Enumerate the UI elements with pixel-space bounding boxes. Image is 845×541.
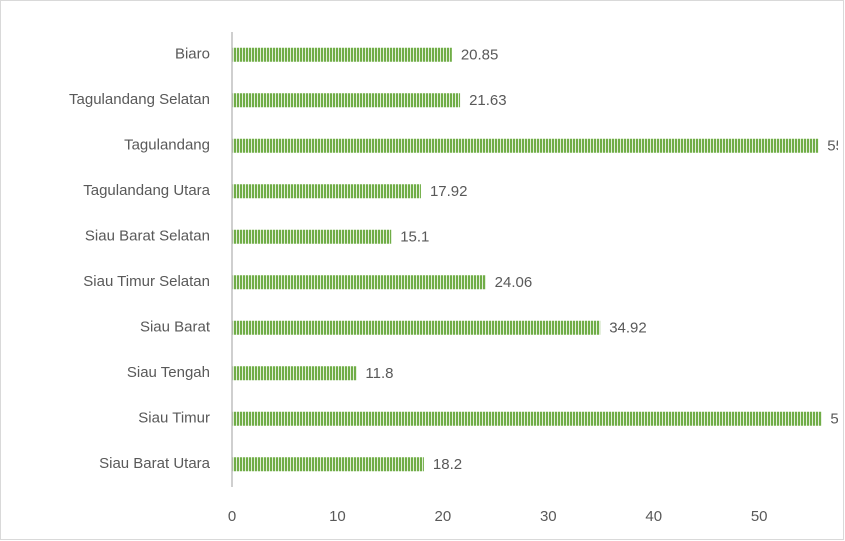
y-tick-label: Siau Barat Selatan [85, 228, 210, 245]
data-label: 21.63 [469, 92, 507, 109]
bar [232, 275, 486, 290]
y-tick-label: Siau Tengah [127, 364, 210, 381]
y-tick-label: Biaro [175, 46, 210, 63]
data-label: 34.92 [609, 320, 647, 337]
data-label: 55.6 [827, 138, 845, 155]
bar [232, 93, 461, 108]
y-tick-label: Tagulandang Utara [83, 182, 210, 199]
bar [232, 366, 357, 381]
data-label: 15.1 [400, 229, 429, 246]
bar [232, 184, 421, 199]
bar [232, 457, 424, 472]
data-label: 18.2 [433, 456, 462, 473]
data-label: 11.8 [365, 365, 393, 382]
data-label: 24.06 [495, 274, 533, 291]
bar [232, 47, 452, 62]
x-tick-label: 30 [540, 508, 557, 525]
y-tick-label: Tagulandang [124, 137, 210, 154]
y-tick-label: Siau Timur Selatan [83, 273, 210, 290]
y-tick-label: Siau Barat [140, 319, 211, 336]
bar [232, 229, 392, 244]
x-tick-label: 0 [228, 508, 236, 525]
bar [232, 320, 601, 335]
y-tick-label: Siau Timur [138, 410, 210, 427]
y-tick-label: Siau Barat Utara [99, 455, 211, 472]
plot: 20.85 21.63 55.6 17.92 15.1 24.06 34.92 11.8 55.… [232, 47, 845, 473]
data-label: 17.92 [430, 183, 468, 200]
data-label: 20.85 [461, 47, 499, 64]
bar [232, 138, 819, 153]
x-tick-label: 20 [435, 508, 452, 525]
x-tick-label: 10 [329, 508, 346, 525]
data-label: 55.9 [830, 411, 845, 428]
y-tick-label: Tagulandang Selatan [69, 91, 210, 108]
x-tick-label: 50 [751, 508, 768, 525]
x-tick-label: 40 [645, 508, 662, 525]
bar [232, 411, 822, 426]
